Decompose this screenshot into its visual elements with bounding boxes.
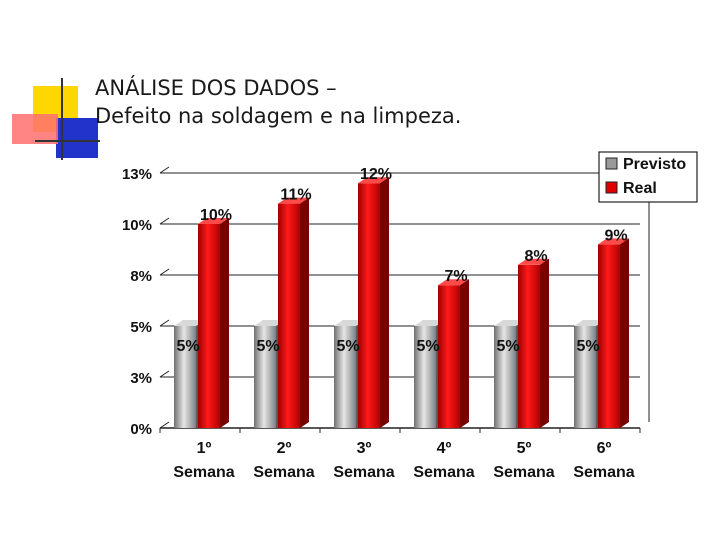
chart-bars xyxy=(174,177,629,428)
gridline-depth xyxy=(159,421,170,429)
gridline-depth xyxy=(159,319,170,327)
legend-swatch-real xyxy=(605,181,618,194)
bar-real xyxy=(438,279,469,428)
category-label-line-1: 4º xyxy=(437,440,452,457)
category-label-line-1: 3º xyxy=(357,440,372,457)
data-labels: 5% 5% 5% 5% 5% 5% 10% 11% 12% 7% 8% 9% xyxy=(176,166,627,355)
y-axis-ticks: 0% 3% 5% 8% 10% 13% xyxy=(122,166,152,438)
bar-side xyxy=(300,197,309,428)
y-tick-label: 10% xyxy=(122,217,152,234)
data-label-real: 8% xyxy=(524,248,547,265)
category-label-line-1: 5º xyxy=(517,440,532,457)
bar-front xyxy=(174,326,196,428)
slide-title-line-2: Defeito na soldagem e na limpeza. xyxy=(95,104,462,128)
data-label-previsto: 5% xyxy=(576,338,599,355)
y-tick-label: 0% xyxy=(130,421,152,438)
bar-top xyxy=(518,258,549,265)
bar-top xyxy=(358,177,389,184)
bar-front xyxy=(198,224,220,428)
bar-top xyxy=(414,320,445,326)
bar-front xyxy=(414,326,436,428)
bar-front xyxy=(574,326,596,428)
x-axis-categories: 1º Semana 2º Semana 3º Semana 4º Semana 5º Semana… xyxy=(173,440,634,481)
legend-swatch-previsto xyxy=(605,157,618,170)
bar-top xyxy=(278,197,309,204)
gridline-depth xyxy=(159,166,170,174)
bar-side xyxy=(220,218,229,428)
bar-front xyxy=(438,285,460,428)
bar-real xyxy=(598,238,629,428)
bar-front xyxy=(278,203,300,428)
legend-label-real: Real xyxy=(623,180,657,197)
bar-top xyxy=(334,320,365,326)
y-tick-label: 8% xyxy=(130,268,152,285)
category-label-line-2: Semana xyxy=(573,464,634,481)
data-label-previsto: 5% xyxy=(176,338,199,355)
data-label-previsto: 5% xyxy=(496,338,519,355)
gridline-depth xyxy=(159,217,170,225)
bar-side xyxy=(540,258,549,428)
data-label-real: 7% xyxy=(444,268,467,285)
bar-top xyxy=(494,320,525,326)
bar-real xyxy=(278,197,309,428)
bar-front xyxy=(334,326,356,428)
bar-front xyxy=(254,326,276,428)
category-label-line-1: 6º xyxy=(597,440,612,457)
bar-top xyxy=(438,279,469,286)
legend-label-previsto: Previsto xyxy=(623,156,686,173)
bar-real xyxy=(518,258,549,428)
data-label-real: 12% xyxy=(360,166,392,183)
data-label-real: 11% xyxy=(280,187,311,204)
data-label-previsto: 5% xyxy=(416,338,439,355)
category-label-line-2: Semana xyxy=(333,464,394,481)
bar-front xyxy=(494,326,516,428)
bar-top xyxy=(254,320,285,326)
y-tick-label: 13% xyxy=(122,166,152,183)
data-label-previsto: 5% xyxy=(256,338,279,355)
category-label-line-2: Semana xyxy=(173,464,234,481)
bar-side xyxy=(380,177,389,428)
pink-square xyxy=(12,114,58,144)
category-label-line-2: Semana xyxy=(413,464,474,481)
bar-real xyxy=(198,218,229,428)
data-label-previsto: 5% xyxy=(336,338,359,355)
bar-top xyxy=(574,320,605,326)
chart-gridlines xyxy=(159,166,650,433)
chart-legend: Previsto Real xyxy=(598,151,698,203)
data-label-real: 10% xyxy=(200,207,232,224)
category-label-line-2: Semana xyxy=(253,464,314,481)
gridline-depth xyxy=(159,268,170,276)
slide-title-line-1: ANÁLISE DOS DADOS – xyxy=(95,76,337,100)
bar-front xyxy=(358,183,380,428)
bar-side xyxy=(620,238,629,428)
bar-front xyxy=(598,244,620,428)
title-decoration xyxy=(12,78,100,160)
y-tick-label: 3% xyxy=(130,370,152,387)
bar-top xyxy=(598,238,629,245)
gridline-depth xyxy=(159,370,170,378)
category-label-line-2: Semana xyxy=(493,464,554,481)
bar-real xyxy=(358,177,389,428)
category-label-line-1: 1º xyxy=(197,440,212,457)
slide-title: ANÁLISE DOS DADOS – Defeito na soldagem … xyxy=(95,74,655,130)
y-tick-label: 5% xyxy=(130,319,152,336)
category-label-line-1: 2º xyxy=(277,440,292,457)
bar-top xyxy=(198,218,229,224)
bar-front xyxy=(518,264,540,428)
bar-top xyxy=(174,320,205,326)
data-label-real: 9% xyxy=(604,227,627,244)
bar-side xyxy=(460,279,469,428)
